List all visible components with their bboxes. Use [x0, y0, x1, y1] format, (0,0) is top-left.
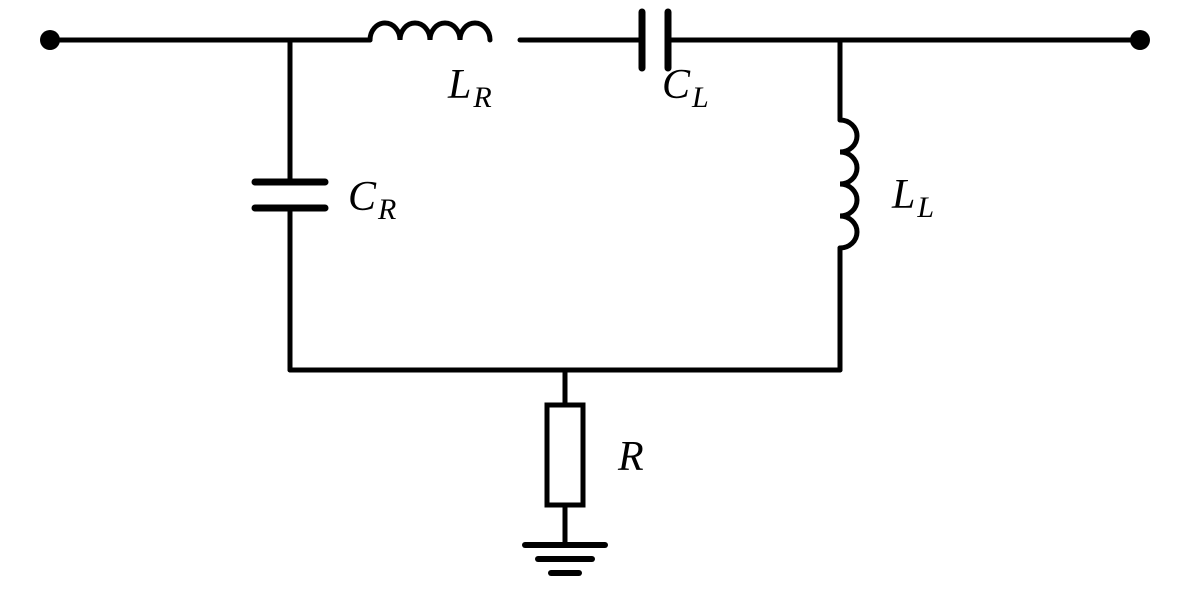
circuit-diagram: LR CL CR LL R: [0, 0, 1183, 602]
label-LR: LR: [447, 62, 492, 114]
label-CR: CR: [348, 174, 396, 226]
label-CL: CL: [662, 62, 709, 114]
label-R: R: [617, 434, 644, 480]
label-LL: LL: [891, 172, 934, 224]
inductor-LR: [370, 23, 490, 40]
input-terminal: [40, 30, 60, 50]
inductor-LL: [840, 120, 857, 248]
resistor-R: [547, 405, 583, 505]
output-terminal: [1130, 30, 1150, 50]
